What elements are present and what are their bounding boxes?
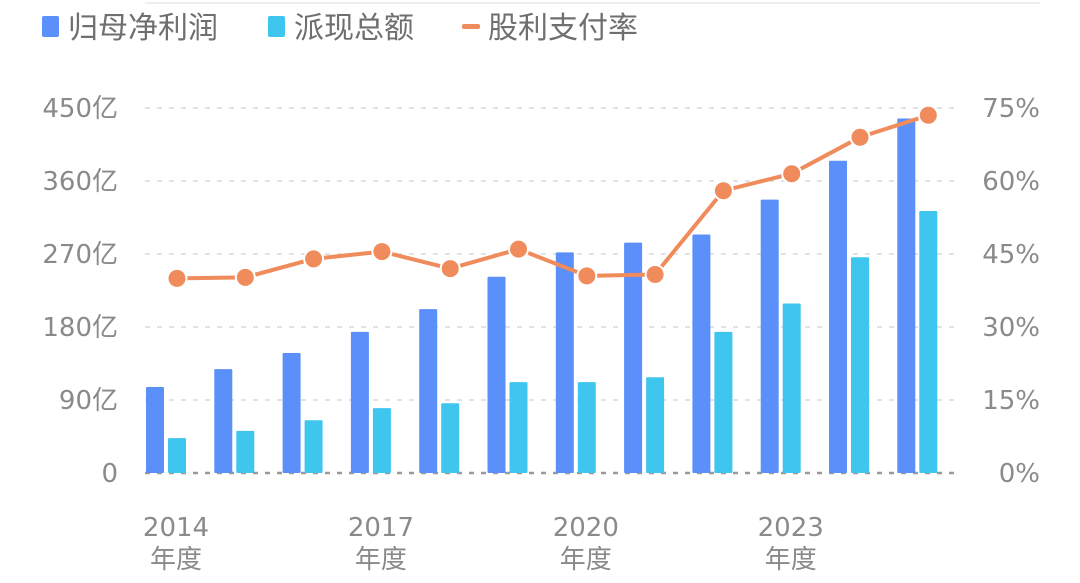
y-left-tick-label: 180亿 <box>42 313 118 343</box>
bar <box>509 382 528 473</box>
line-point <box>303 248 325 270</box>
line-point <box>439 258 461 280</box>
x-tick-label: 2020 <box>553 513 619 543</box>
bar <box>282 352 301 473</box>
payout-line <box>166 104 939 289</box>
bar <box>760 199 779 473</box>
bar <box>919 211 938 473</box>
y-right-tick-label: 0% <box>999 459 1040 489</box>
bar <box>419 309 438 473</box>
y-right-tick-label: 15% <box>982 386 1040 416</box>
bar <box>692 234 711 473</box>
bar <box>829 160 847 473</box>
line-point <box>781 163 803 185</box>
bar <box>646 377 665 473</box>
y-right-tick-label: 45% <box>982 240 1040 270</box>
bar <box>168 438 186 473</box>
line-point <box>712 180 734 202</box>
bar <box>350 331 369 473</box>
bar <box>214 369 233 473</box>
x-tick-label: 年度 <box>765 545 817 575</box>
bar <box>897 118 916 474</box>
legend-item: 派现总额 <box>268 11 414 46</box>
line-point <box>166 267 188 289</box>
y-right-tick-label: 75% <box>982 94 1040 124</box>
legend-item: 归母净利润 <box>42 11 218 46</box>
line-point <box>234 266 256 288</box>
y-left-tick-label: 270亿 <box>42 240 118 270</box>
bar <box>304 420 323 473</box>
bar <box>441 403 460 473</box>
bar <box>782 303 801 473</box>
line-point <box>644 263 666 285</box>
bar <box>487 276 506 473</box>
bar <box>577 382 596 473</box>
bar <box>714 331 733 473</box>
x-tick-label: 年度 <box>560 545 612 575</box>
legend: 归母净利润 派现总额 股利支付率 <box>42 11 638 46</box>
bar <box>146 387 164 473</box>
legend-swatch <box>42 16 59 37</box>
y-right-tick-label: 30% <box>982 313 1040 343</box>
x-tick-label: 年度 <box>150 545 202 575</box>
y-right-tick-label: 60% <box>982 167 1040 197</box>
x-tick-label: 2017 <box>348 513 414 543</box>
y-left-tick-label: 90亿 <box>59 386 118 416</box>
bar <box>236 430 255 473</box>
legend-item: 股利支付率 <box>462 11 638 46</box>
x-tick-label: 年度 <box>355 545 407 575</box>
y-left-tick-label: 450亿 <box>42 94 118 124</box>
line-point <box>508 238 529 260</box>
line-point <box>576 265 598 287</box>
bar <box>555 252 574 473</box>
x-tick-label: 2014 <box>143 513 209 543</box>
legend-label: 股利支付率 <box>488 11 638 46</box>
legend-swatch <box>462 24 480 29</box>
x-tick-label: 2023 <box>758 513 824 543</box>
legend-label: 派现总额 <box>294 11 414 46</box>
grid <box>145 2 1040 475</box>
y-left-tick-label: 360亿 <box>42 167 118 197</box>
bar <box>372 408 391 473</box>
y-left-tick-label: 0 <box>101 459 118 489</box>
legend-label: 归母净利润 <box>68 11 218 46</box>
line-point <box>849 126 871 148</box>
bar <box>851 257 869 473</box>
line-point <box>371 241 393 263</box>
line-point <box>917 104 939 126</box>
legend-swatch <box>268 16 285 37</box>
series-line <box>176 113 929 281</box>
bar <box>624 242 643 473</box>
bars <box>146 118 938 474</box>
axes: 0 90亿 180亿 270亿 360亿 450亿 0% 15% 30% 45% 60% 75% 201… <box>42 94 1040 575</box>
